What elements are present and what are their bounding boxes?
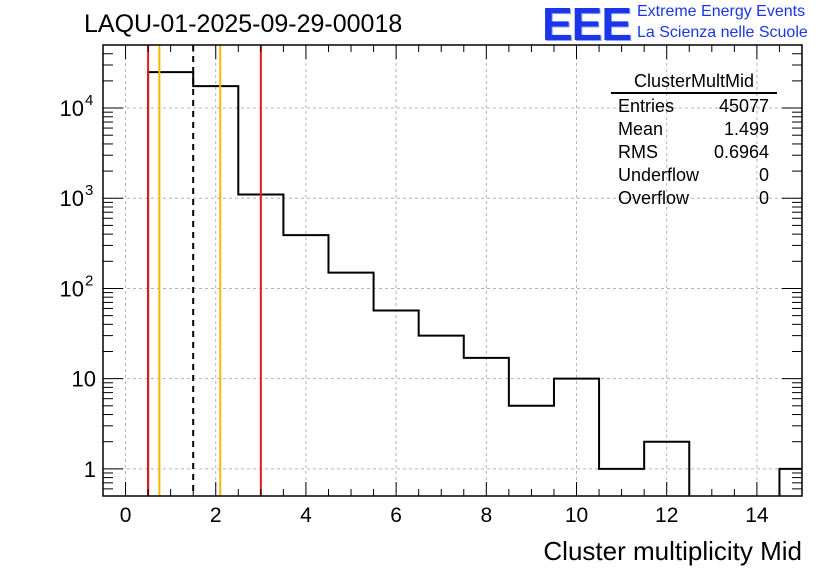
stats-label: Overflow: [618, 188, 690, 208]
stats-row-overflow: Overflow 0: [611, 187, 777, 210]
x-tick-label: 4: [300, 504, 312, 527]
y-tick-label: 10: [60, 186, 84, 211]
stats-row-rms: RMS 0.6964: [611, 141, 777, 164]
eee-logo-mark: EEE: [542, 0, 632, 50]
x-tick-label: 14: [745, 504, 769, 527]
stats-label: Underflow: [618, 165, 700, 185]
y-tick-label: 10: [72, 367, 96, 392]
y-tick-exponent: 2: [85, 272, 93, 289]
stats-row-mean: Mean 1.499: [611, 118, 777, 141]
stats-title: ClusterMultMid: [633, 71, 755, 91]
y-tick-exponent: 3: [85, 182, 93, 199]
logo-subtitle-line1: Extreme Energy Events: [637, 3, 806, 20]
logo-subtitle-line2: La Scienza nelle Scuole: [637, 24, 808, 41]
stats-value: 0.6964: [713, 142, 769, 162]
y-tick-exponent: 4: [85, 92, 93, 109]
x-tick-label: 6: [390, 504, 402, 527]
stats-value: 0: [758, 188, 769, 208]
stats-label: Entries: [618, 96, 675, 116]
x-tick-label: 10: [565, 504, 588, 527]
stats-separator: [611, 92, 777, 94]
stats-label: RMS: [618, 142, 658, 162]
eee-logo: EEE Extreme Energy Events La Scienza nel…: [542, 0, 832, 50]
y-tick-label: 10: [60, 96, 84, 121]
stats-row-underflow: Underflow 0: [611, 164, 777, 187]
x-tick-label: 12: [655, 504, 678, 527]
y-tick-label: 1: [84, 457, 96, 482]
x-tick-label: 0: [120, 504, 132, 527]
run-title: LAQU-01-2025-09-29-00018: [84, 10, 403, 38]
stats-value: 0: [758, 165, 769, 185]
x-tick-label: 2: [210, 504, 222, 527]
stats-box: ClusterMultMid Entries 45077 Mean 1.499 …: [611, 70, 777, 210]
x-axis-label: Cluster multiplicity Mid: [543, 536, 802, 566]
stats-value: 1.499: [723, 119, 769, 139]
plot-frame: [102, 44, 803, 497]
y-tick-label: 10: [60, 276, 84, 301]
stats-value: 45077: [718, 96, 769, 116]
x-tick-label: 8: [480, 504, 492, 527]
stats-label: Mean: [618, 119, 664, 139]
stats-row-entries: Entries 45077: [611, 95, 777, 118]
